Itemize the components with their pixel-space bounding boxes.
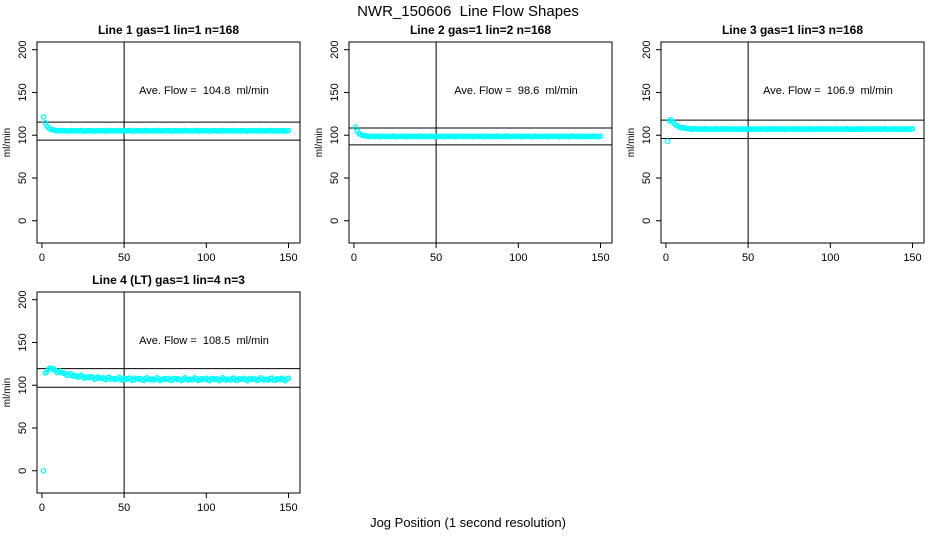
x-axis-label: Jog Position (1 second resolution) xyxy=(370,515,566,530)
svg-text:150: 150 xyxy=(17,83,29,101)
svg-text:150: 150 xyxy=(591,252,609,264)
panel-1-title: Line 1 gas=1 lin=1 n=168 xyxy=(97,23,240,37)
panel-2-plot-canvas: 0 50 100 150 200 0 50 100 150 ml/min xyxy=(314,41,613,264)
svg-text:100: 100 xyxy=(641,126,653,144)
panel-1-ave-flow-annotation: Ave. Flow = 104.8 ml/min xyxy=(139,85,269,97)
svg-text:150: 150 xyxy=(641,83,653,101)
svg-text:0: 0 xyxy=(17,468,29,474)
panel-3-ave-flow-annotation: Ave. Flow = 106.9 ml/min xyxy=(763,85,893,97)
panel-3-title: Line 3 gas=1 lin=3 n=168 xyxy=(721,23,864,37)
svg-text:0: 0 xyxy=(663,252,669,264)
svg-text:50: 50 xyxy=(17,422,29,434)
svg-text:200: 200 xyxy=(641,41,653,59)
svg-text:150: 150 xyxy=(17,333,29,351)
svg-text:50: 50 xyxy=(118,252,130,264)
panel-1-plot-canvas: 0 50 100 150 200 0 50 100 150 ml/min xyxy=(2,41,301,264)
svg-text:ml/min: ml/min xyxy=(2,128,13,157)
svg-text:200: 200 xyxy=(17,291,29,309)
svg-text:150: 150 xyxy=(903,252,921,264)
svg-text:100: 100 xyxy=(17,376,29,394)
svg-text:50: 50 xyxy=(17,172,29,184)
panel-4-ave-flow-annotation: Ave. Flow = 108.5 ml/min xyxy=(139,335,269,347)
svg-text:ml/min: ml/min xyxy=(2,378,13,407)
svg-text:100: 100 xyxy=(197,252,215,264)
svg-text:200: 200 xyxy=(329,41,341,59)
svg-text:100: 100 xyxy=(509,252,527,264)
svg-text:0: 0 xyxy=(17,218,29,224)
svg-text:100: 100 xyxy=(197,502,215,514)
svg-text:100: 100 xyxy=(17,126,29,144)
svg-text:50: 50 xyxy=(118,502,130,514)
svg-text:ml/min: ml/min xyxy=(314,128,325,157)
svg-text:0: 0 xyxy=(329,218,341,224)
svg-text:50: 50 xyxy=(430,252,442,264)
svg-text:150: 150 xyxy=(329,83,341,101)
panel-2-ave-flow-annotation: Ave. Flow = 98.6 ml/min xyxy=(454,85,578,97)
svg-text:50: 50 xyxy=(742,252,754,264)
panel-3-plot-canvas: 0 50 100 150 200 0 50 100 150 ml/min xyxy=(626,41,925,264)
panel-2-title: Line 2 gas=1 lin=2 n=168 xyxy=(409,23,552,37)
svg-text:100: 100 xyxy=(329,126,341,144)
svg-text:50: 50 xyxy=(641,172,653,184)
panel-4-title: Line 4 (LT) gas=1 lin=4 n=3 xyxy=(92,273,245,287)
svg-text:150: 150 xyxy=(279,502,297,514)
svg-text:0: 0 xyxy=(39,502,45,514)
svg-text:150: 150 xyxy=(279,252,297,264)
svg-text:0: 0 xyxy=(351,252,357,264)
svg-text:50: 50 xyxy=(329,172,341,184)
main-title: NWR_150606 Line Flow Shapes xyxy=(357,3,579,20)
svg-text:200: 200 xyxy=(17,41,29,59)
panel-4-plot-canvas: 0 50 100 150 200 0 50 100 150 ml/min xyxy=(2,291,301,514)
svg-text:0: 0 xyxy=(641,218,653,224)
svg-text:0: 0 xyxy=(39,252,45,264)
svg-text:ml/min: ml/min xyxy=(626,128,637,157)
svg-text:100: 100 xyxy=(821,252,839,264)
